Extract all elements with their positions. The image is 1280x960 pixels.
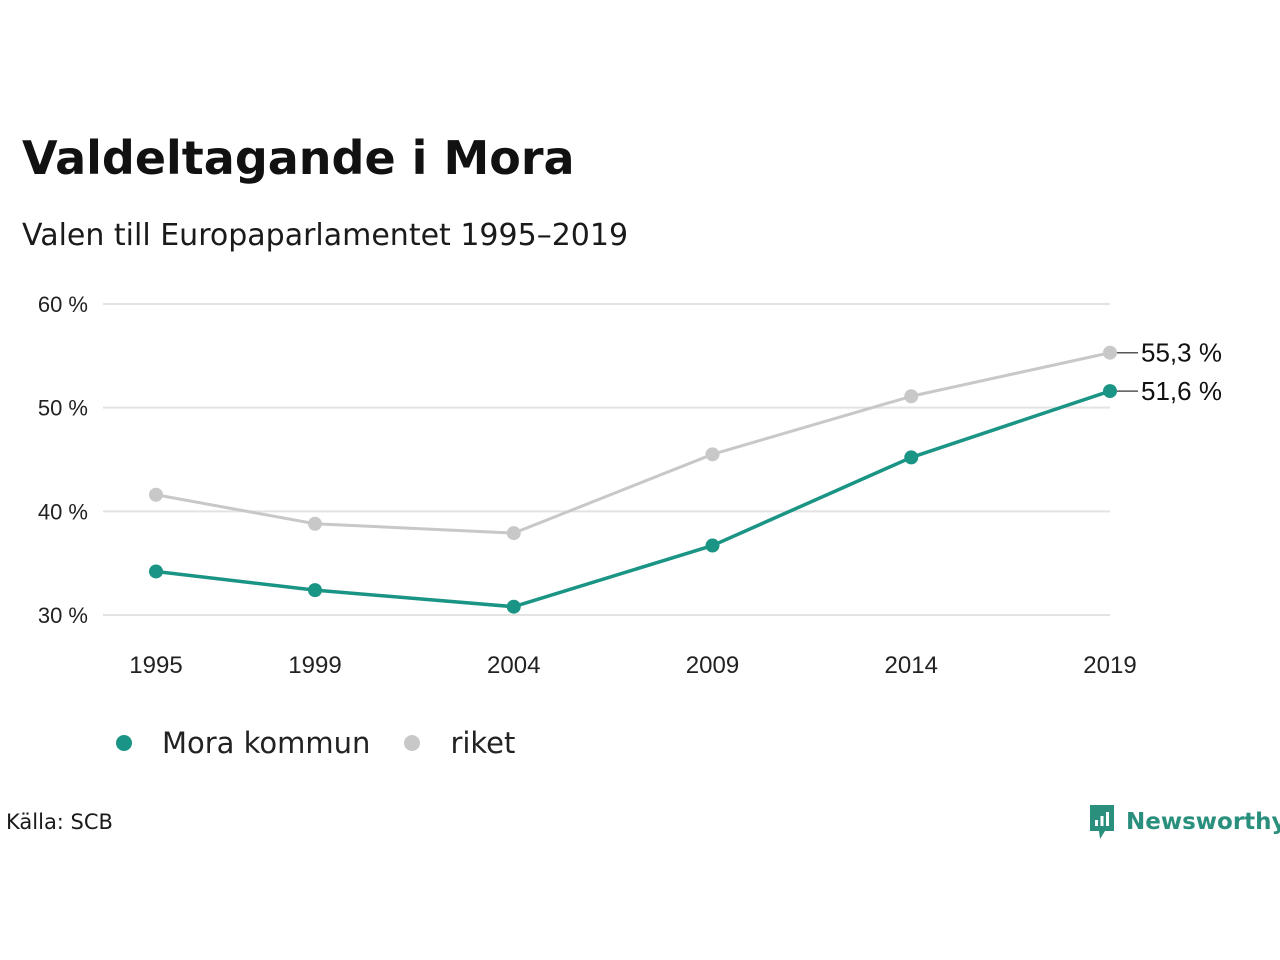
data-point-riket[interactable]	[308, 516, 322, 531]
end-labels: 55,3 % 51,6 %	[1117, 338, 1222, 406]
legend: Mora kommun riket	[116, 726, 549, 760]
newsworthy-logo-icon	[1090, 805, 1114, 839]
brand-name: Newsworthy	[1126, 809, 1280, 835]
x-tick-label: 2004	[487, 652, 540, 679]
legend-item-riket: riket	[404, 726, 515, 760]
x-tick-label: 1995	[129, 652, 182, 679]
x-tick-label: 1999	[288, 652, 341, 679]
data-point-riket[interactable]	[1103, 345, 1117, 360]
data-point-riket[interactable]	[705, 447, 720, 462]
data-point-mora[interactable]	[705, 538, 720, 553]
series-line-mora	[155, 389, 1111, 609]
chart-subtitle: Valen till Europaparlamentet 1995–2019	[22, 218, 629, 253]
y-tick-label: 40 %	[38, 499, 88, 524]
legend-dot-icon	[404, 735, 421, 751]
series-line-riket	[155, 351, 1111, 535]
legend-dot-icon	[116, 735, 132, 751]
brand[interactable]: Newsworthy	[1088, 803, 1280, 841]
data-point-mora[interactable]	[1103, 384, 1117, 399]
y-tick-label: 60 %	[38, 292, 88, 317]
series-lines	[149, 345, 1117, 614]
legend-label-mora: Mora kommun	[162, 726, 371, 760]
data-point-riket[interactable]	[904, 389, 919, 404]
x-axis-ticks: 1995 1999 2004 2009 2014 2019	[129, 652, 1136, 679]
data-point-mora[interactable]	[904, 450, 919, 465]
legend-label-riket: riket	[450, 726, 516, 760]
y-tick-label: 50 %	[38, 396, 88, 421]
data-point-mora[interactable]	[149, 564, 163, 579]
y-tick-label: 30 %	[38, 603, 88, 628]
end-label-riket: 55,3 %	[1141, 338, 1222, 368]
data-point-riket[interactable]	[506, 526, 521, 541]
end-label-mora: 51,6 %	[1141, 376, 1222, 406]
data-point-riket[interactable]	[149, 487, 163, 502]
x-tick-label: 2014	[885, 652, 938, 679]
x-tick-label: 2019	[1083, 652, 1136, 679]
y-axis-ticks: 60 % 50 % 40 % 30 %	[38, 292, 88, 628]
line-chart: 60 % 50 % 40 % 30 % 1995 1999 2004 2009 2014 201…	[38, 292, 1222, 679]
chart-title: Valdeltagande i Mora	[22, 131, 575, 185]
legend-item-mora: Mora kommun	[116, 726, 370, 760]
x-tick-label: 2009	[686, 652, 739, 679]
data-point-mora[interactable]	[506, 599, 521, 614]
data-point-mora[interactable]	[308, 583, 322, 598]
source-note: Källa: SCB	[6, 810, 113, 834]
grid-lines	[103, 303, 1110, 616]
